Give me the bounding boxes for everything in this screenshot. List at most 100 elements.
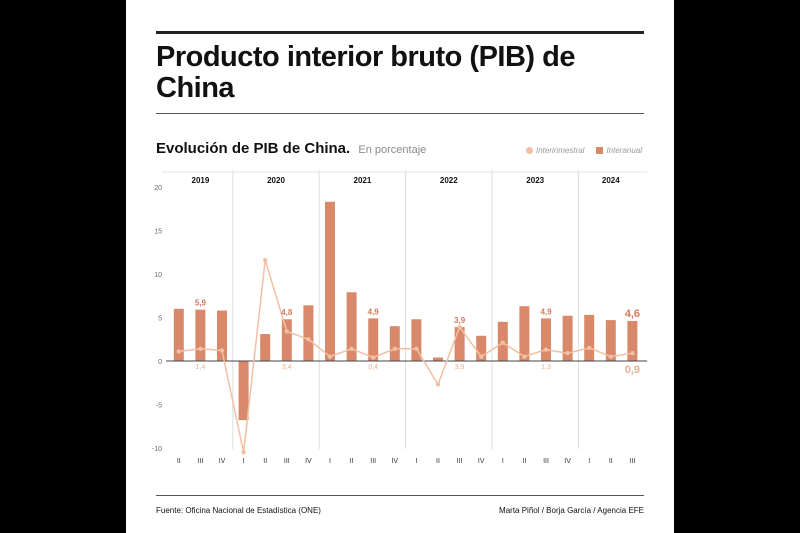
- legend-bar-label: Interanual: [606, 146, 643, 155]
- quarterly-line: [178, 259, 633, 453]
- line-point: [219, 348, 225, 353]
- bar: [562, 315, 573, 361]
- line-point: [349, 346, 354, 352]
- line-point: [306, 337, 311, 342]
- bar: [627, 320, 638, 361]
- top-rule: [156, 31, 644, 34]
- legend-line-label: Interirimestral: [536, 146, 585, 155]
- line-data-label: 0,4: [368, 364, 378, 371]
- quarter-label: IV: [564, 458, 571, 465]
- y-tick-label: -10: [152, 446, 162, 453]
- page-title: Producto interior bruto (PIB) de China: [156, 41, 576, 104]
- line-point: [198, 346, 203, 352]
- line-point: [284, 329, 289, 334]
- quarter-label: III: [370, 458, 376, 465]
- y-tick-label: 0: [158, 359, 162, 366]
- bar: [195, 309, 206, 361]
- quarter-label: IV: [478, 458, 485, 465]
- bar: [584, 314, 595, 361]
- title-divider: [156, 113, 644, 114]
- gdp-chart: 2019 2020 2021 2022 2023 2024 20 15 10 5 0 -5 -10 5,9…: [152, 170, 648, 465]
- quarter-label: I: [329, 458, 331, 465]
- line-point: [176, 349, 181, 354]
- bar: [217, 310, 227, 361]
- line-point: [479, 354, 484, 359]
- bar: [389, 326, 400, 361]
- line-point: [543, 347, 549, 352]
- line-data-label: 3,4: [282, 364, 292, 371]
- quarter-label: II: [609, 458, 613, 465]
- source-note: Fuente: Oficina Nacional de Estadística …: [156, 506, 321, 515]
- y-tick-label: 5: [158, 316, 162, 323]
- bar: [346, 292, 357, 361]
- year-label: 2019: [192, 176, 210, 185]
- bar-data-label: 4,9: [540, 307, 552, 316]
- quarter-label: III: [629, 458, 635, 465]
- line-point: [457, 324, 462, 330]
- bar-data-label: 4,8: [281, 308, 293, 317]
- bar-data-label: 4,6: [625, 308, 640, 320]
- quarter-label: II: [522, 458, 526, 465]
- bar: [260, 334, 271, 361]
- year-label: 2021: [354, 176, 372, 185]
- bar-data-label: 3,9: [454, 316, 466, 325]
- bar: [411, 319, 422, 361]
- y-tick-label: 20: [154, 185, 162, 192]
- credits-note: Marta Piñol / Borja García / Agencia EFE: [499, 506, 644, 515]
- chart-unit: En porcentaje: [358, 144, 427, 156]
- footer-divider: [156, 495, 644, 496]
- line-data-label: 1,4: [196, 364, 206, 371]
- line-point: [263, 257, 268, 263]
- line-data-label: 3,9: [455, 364, 465, 371]
- bar: [605, 320, 616, 361]
- bar-data-label: 4,9: [368, 307, 380, 316]
- quarter-label: III: [284, 458, 290, 465]
- bar: [173, 308, 184, 361]
- bar: [433, 357, 443, 361]
- year-label: 2022: [440, 176, 458, 185]
- year-label: 2020: [267, 176, 285, 185]
- bar: [238, 361, 249, 421]
- chart-legend: Interirimestral Interanual: [526, 146, 642, 155]
- line-point: [565, 350, 570, 356]
- quarter-label: II: [350, 458, 354, 465]
- line-data-label: 1,3: [541, 364, 551, 371]
- line-point: [435, 382, 441, 387]
- line-point: [500, 340, 505, 345]
- chart-subtitle-main: Evolución de PIB de China.: [156, 140, 351, 157]
- bar: [476, 335, 487, 361]
- line-point: [414, 346, 419, 352]
- y-tick-label: -5: [156, 403, 162, 410]
- quarter-label: IV: [391, 458, 398, 465]
- bar: [368, 318, 379, 361]
- quarter-label: IV: [305, 458, 312, 465]
- quarter-label: II: [436, 458, 440, 465]
- legend-line-marker: [526, 147, 533, 154]
- quarter-label: IV: [219, 458, 226, 465]
- bar: [541, 318, 551, 361]
- infographic-card: Producto interior bruto (PIB) de China E…: [126, 0, 674, 533]
- quarter-label: III: [197, 458, 203, 465]
- line-point: [630, 350, 635, 356]
- quarter-label: I: [243, 458, 245, 465]
- line-point: [608, 354, 613, 359]
- quarter-label: I: [415, 458, 417, 465]
- bar: [303, 305, 314, 361]
- bar-data-label: 5,9: [195, 299, 207, 308]
- quarter-label: III: [543, 458, 549, 465]
- line-point: [522, 354, 527, 359]
- line-point: [392, 346, 397, 352]
- bar: [454, 327, 465, 361]
- year-label: 2023: [526, 176, 544, 185]
- line-data-label: 0,9: [625, 364, 640, 376]
- line-point: [327, 354, 333, 359]
- line-point: [371, 355, 376, 360]
- bar: [325, 201, 335, 361]
- bar: [519, 306, 530, 361]
- quarter-label: I: [588, 458, 590, 465]
- legend-bar-marker: [596, 147, 604, 154]
- y-tick-label: 15: [154, 229, 162, 236]
- chart-subtitle: Evolución de PIB de China. En porcentaje: [156, 140, 426, 157]
- bar: [281, 319, 292, 361]
- quarter-label: II: [177, 458, 181, 465]
